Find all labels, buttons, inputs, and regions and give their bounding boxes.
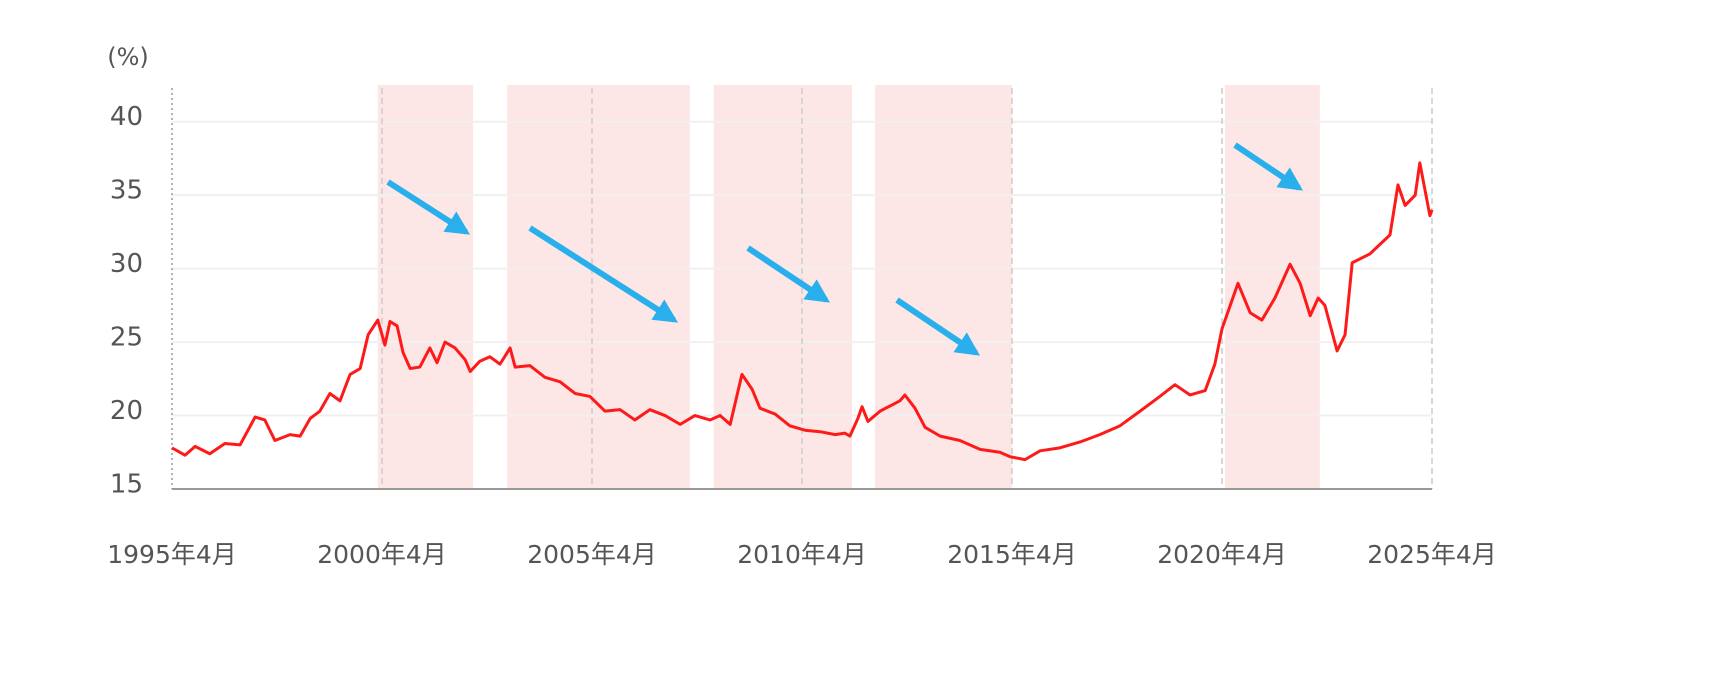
y-tick-label: 15: [110, 470, 143, 500]
x-tick-label: 2000年4月: [317, 540, 447, 569]
arrow: [386, 179, 471, 235]
annotation-arrows: [386, 142, 1303, 356]
arrow: [1233, 142, 1303, 191]
y-axis-label: (%): [107, 43, 149, 71]
y-tick-label: 20: [110, 396, 143, 426]
shaded-range: [507, 85, 690, 489]
x-tick-label: 2010年4月: [737, 540, 867, 569]
shaded-range: [875, 85, 1012, 489]
plot: 15 20 25 30 35 40 1995年4月 2000年4月 2005年4月 2010年4月…: [107, 102, 1497, 569]
x-tick-label: 2020年4月: [1157, 540, 1287, 569]
x-tick-label: 2015年4月: [947, 540, 1077, 569]
y-tick-label: 25: [110, 323, 143, 353]
x-tick-label: 2005年4月: [527, 540, 657, 569]
data-line: [171, 161, 1434, 462]
y-tick-label: 35: [110, 176, 143, 206]
y-tick-label: 40: [110, 102, 143, 132]
shaded-range: [713, 85, 852, 489]
x-tick-label: 1995年4月: [107, 540, 237, 569]
arrow: [895, 297, 980, 356]
arrow: [746, 245, 830, 303]
arrow: [528, 225, 679, 323]
y-tick-label: 30: [110, 249, 143, 279]
shaded-range: [377, 85, 474, 489]
x-tick-label: 2025年4月: [1367, 540, 1497, 569]
